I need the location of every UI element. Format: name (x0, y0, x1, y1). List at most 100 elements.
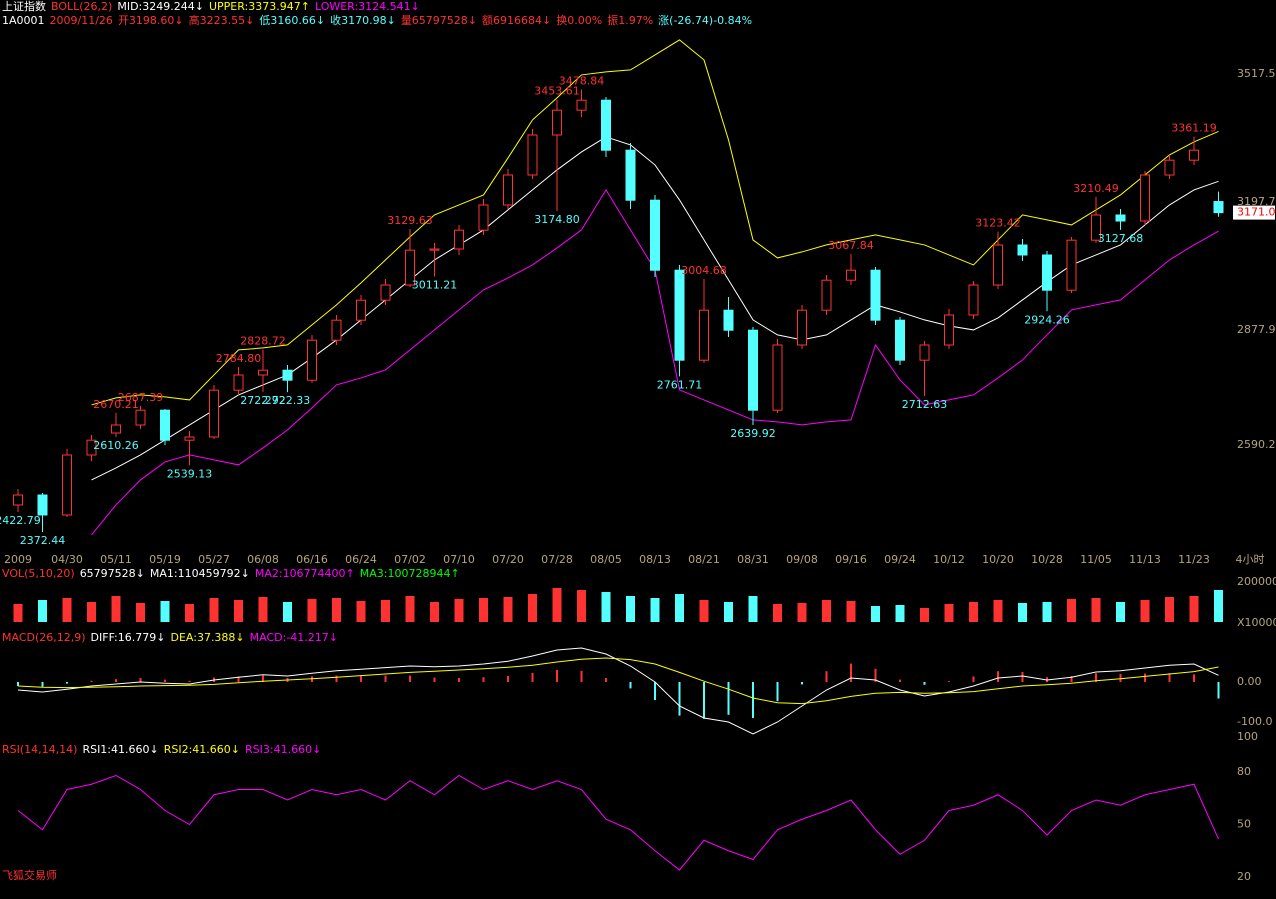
volume-bar (1018, 603, 1027, 622)
header-item: 上证指数 (2, 0, 46, 13)
low-label: 3127.68 (1098, 232, 1144, 245)
x-tick-label: 08/31 (737, 553, 769, 566)
y-tick-label: 3517.5 (1237, 67, 1276, 80)
volume-bar (87, 602, 96, 622)
volume-bar (626, 596, 635, 622)
volume-bar (62, 598, 72, 622)
header-item: 振1.97% (607, 13, 653, 27)
x-tick-label: 10/20 (982, 553, 1014, 566)
volume-bar (13, 604, 23, 622)
candle-body (919, 344, 930, 361)
high-label: 3361.19 (1171, 122, 1217, 135)
candle-body (552, 109, 562, 136)
candle-body (625, 149, 636, 201)
legend-item: MACD:-41.217↓ (250, 631, 338, 644)
candle-body (1091, 214, 1101, 241)
high-label: 3004.68 (681, 264, 727, 277)
volume-bar (136, 603, 145, 622)
legend-item: RSI(14,14,14) (2, 743, 77, 756)
candle-body (37, 494, 48, 516)
candle-body (160, 409, 170, 441)
candle-body (1042, 254, 1052, 291)
volume-bar (528, 594, 537, 622)
low-label: 2539.13 (167, 467, 213, 480)
x-tick-label: 11/23 (1178, 553, 1210, 566)
low-label: 2722.92 (240, 394, 286, 407)
series-line (91, 39, 1219, 406)
x-tick-label: 06/24 (345, 553, 377, 566)
volume-bar (283, 602, 292, 622)
legend-item: MA1:110459792↓ (150, 567, 250, 580)
candle-body (527, 134, 538, 176)
x-tick-label: 08/05 (590, 553, 622, 566)
volume-bar (356, 601, 366, 622)
candle-body (1017, 244, 1028, 256)
high-label: 2828.72 (240, 335, 286, 348)
candle-body (135, 409, 146, 426)
volume-bar (258, 597, 268, 622)
candle-body (870, 269, 881, 321)
volume-bar (38, 600, 47, 622)
candle-body (478, 204, 489, 231)
volume-bar (1116, 602, 1125, 622)
x-tick-label: 10/12 (933, 553, 965, 566)
volume-bar (503, 597, 513, 622)
candle-body (380, 284, 391, 301)
volume-bar (846, 601, 856, 622)
candle-body (1140, 174, 1150, 222)
volume-bar (1214, 590, 1223, 622)
candle-body (723, 309, 734, 331)
volume-bar (944, 604, 954, 622)
candle-body (1213, 201, 1224, 214)
volume-bar (405, 596, 415, 622)
period-label: 4小时 (1236, 553, 1265, 566)
candle-body (258, 369, 268, 376)
candle-body (184, 436, 195, 441)
volume-bar (675, 594, 684, 622)
header-item: BOLL(26,2) (51, 0, 112, 13)
legend-item: RSI2:41.660↓ (164, 743, 240, 756)
y-tick-label: 3197.7 (1237, 195, 1276, 208)
low-label: 2639.92 (730, 427, 776, 440)
x-tick-label: 11/05 (1080, 553, 1112, 566)
volume-bar (454, 599, 464, 622)
y-tick-label: 80 (1237, 765, 1251, 778)
volume-bar (185, 604, 194, 622)
x-tick-label: 2009 (4, 553, 32, 566)
x-tick-label: 04/30 (51, 553, 83, 566)
candle-body (307, 339, 317, 381)
legend-item: DEA:37.388↓ (170, 631, 244, 644)
volume-bar (332, 598, 341, 622)
y-tick-label: 2877.9 (1237, 323, 1276, 336)
series-line (17, 657, 1219, 705)
candle-body (356, 299, 366, 321)
last-price-box (1233, 205, 1275, 220)
volume-bar (479, 598, 488, 622)
header-item: 换0.00% (556, 13, 602, 27)
low-label: 2422.79 (0, 514, 41, 527)
x-tick-label: 06/08 (247, 553, 279, 566)
header-item: 高3223.55↓ (189, 13, 255, 27)
candle-body (1115, 214, 1126, 222)
low-label: 2610.26 (93, 439, 139, 452)
x-tick-label: 07/28 (541, 553, 573, 566)
candle-body (1164, 159, 1175, 176)
header-item: 1A0001 (2, 14, 45, 27)
candle-body (650, 199, 660, 271)
header-item: 低3160.66↓ (259, 14, 325, 27)
candle-body (454, 229, 464, 250)
candle-body (846, 269, 856, 281)
high-label: 3123.42 (975, 217, 1021, 230)
legend-item: MA2:106774400↑ (255, 567, 355, 580)
x-tick-label: 08/21 (688, 553, 720, 566)
header-item: UPPER:3373.947↑ (209, 0, 310, 13)
candle-body (993, 244, 1003, 286)
header-item: 2009/11/26 (50, 14, 113, 27)
candle-body (86, 439, 97, 456)
x-tick-label: 08/13 (639, 553, 671, 566)
low-label: 2712.63 (902, 398, 948, 411)
x-tick-label: 05/27 (198, 553, 230, 566)
candle-body (331, 319, 342, 341)
low-label: 2372.44 (20, 534, 66, 547)
